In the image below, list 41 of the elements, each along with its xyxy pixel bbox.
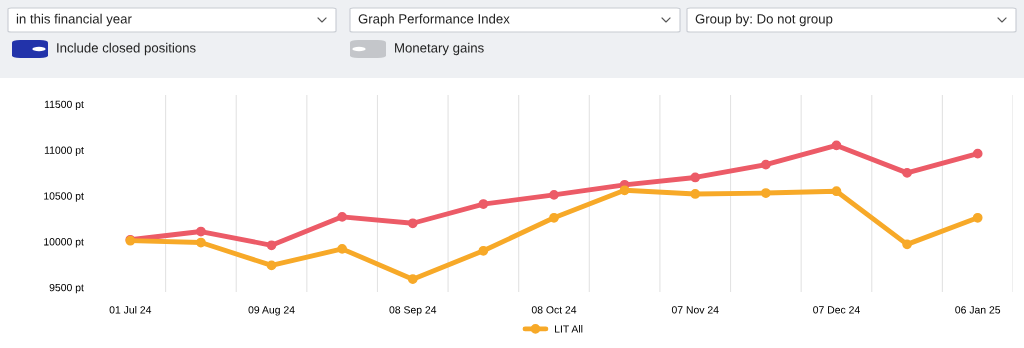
point — [196, 226, 206, 237]
point — [407, 218, 418, 229]
y-tick-label: 11000 pt — [44, 146, 84, 156]
x-tick-label: 08 Sep 24 — [389, 306, 437, 316]
x-tick-label: 08 Oct 24 — [531, 306, 577, 314]
point — [266, 240, 277, 251]
text: Monetary gains — [395, 42, 484, 56]
y-tick-label: 9500 pt — [49, 283, 84, 294]
text: Graph Performance Index — [358, 13, 510, 27]
text: Include closed positions — [57, 42, 196, 56]
point — [549, 190, 559, 200]
point — [760, 159, 771, 170]
point — [690, 172, 701, 183]
y-tick-label: 10500 pt — [44, 192, 84, 202]
point — [902, 239, 912, 250]
point — [831, 140, 842, 151]
point — [619, 185, 630, 196]
point — [972, 212, 983, 223]
x-tick-label: 06 Jan 25 — [955, 306, 1001, 314]
point — [972, 148, 983, 159]
point — [337, 212, 348, 222]
point — [478, 199, 489, 209]
y-tick-label: 11500 pt — [44, 100, 84, 111]
point — [337, 244, 348, 254]
point — [266, 260, 277, 271]
point — [690, 189, 701, 199]
point — [196, 237, 206, 248]
text: in this financial year — [16, 13, 132, 27]
point — [902, 168, 912, 178]
text: Group by: Do not group — [695, 13, 833, 27]
x-tick-label: 07 Nov 24 — [671, 306, 719, 314]
point — [831, 186, 842, 197]
point — [407, 274, 418, 285]
point — [478, 245, 489, 256]
legend-label: LIT All — [555, 325, 583, 333]
y-tick-label: 10000 pt — [44, 238, 84, 248]
x-tick-label: 01 Jul 24 — [109, 305, 152, 314]
x-tick-label: 09 Aug 24 — [248, 306, 295, 316]
x-tick-label: 07 Dec 24 — [813, 306, 860, 314]
point — [760, 188, 771, 198]
point — [549, 212, 559, 223]
